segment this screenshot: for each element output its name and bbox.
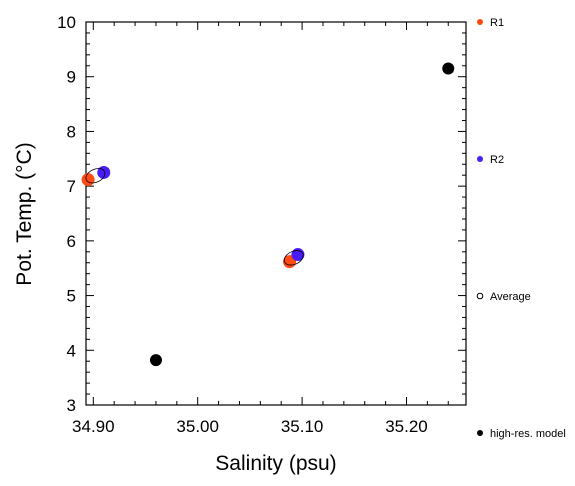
point-average — [85, 168, 106, 184]
y-tick-label: 9 — [67, 68, 76, 87]
legend-average-marker — [476, 292, 484, 300]
y-tick-label: 10 — [57, 13, 76, 32]
legend-high-res-model-marker — [477, 430, 483, 436]
legend-r1-marker — [477, 19, 483, 25]
x-tick-label: 35.00 — [176, 417, 219, 436]
legend: R1 R2 Average high-res. model — [476, 17, 566, 440]
y-tick-label: 5 — [67, 287, 76, 306]
x-tick-label: 35.20 — [385, 417, 428, 436]
point-r2 — [97, 165, 111, 179]
x-tick-label: 35.10 — [281, 417, 324, 436]
point-r1 — [81, 173, 95, 187]
legend-r1-label: R1 — [490, 17, 504, 29]
y-tick-label: 3 — [67, 396, 76, 415]
point-high-res-model — [149, 354, 162, 367]
point-average — [283, 250, 304, 266]
y-tick-label: 7 — [67, 177, 76, 196]
data-points — [81, 62, 455, 367]
point-high-res-model — [442, 62, 455, 75]
x-axis-title: Salinity (psu) — [215, 452, 336, 475]
y-tick-label: 6 — [67, 232, 76, 251]
y-tick-label: 4 — [67, 341, 76, 360]
legend-r2-label: R2 — [490, 154, 504, 166]
y-axis-title: Pot. Temp. (°C) — [13, 142, 36, 285]
y-tick-label: 8 — [67, 122, 76, 141]
legend-high-res-model-label: high-res. model — [490, 428, 566, 440]
y-axis: 3 4 5 6 7 8 9 10 — [57, 13, 466, 415]
x-axis: 34.90 35.00 35.10 35.20 — [72, 22, 449, 436]
legend-average-label: Average — [490, 291, 531, 303]
plot-frame — [85, 21, 467, 406]
x-tick-label: 34.90 — [72, 417, 115, 436]
legend-r2-marker — [477, 156, 483, 162]
